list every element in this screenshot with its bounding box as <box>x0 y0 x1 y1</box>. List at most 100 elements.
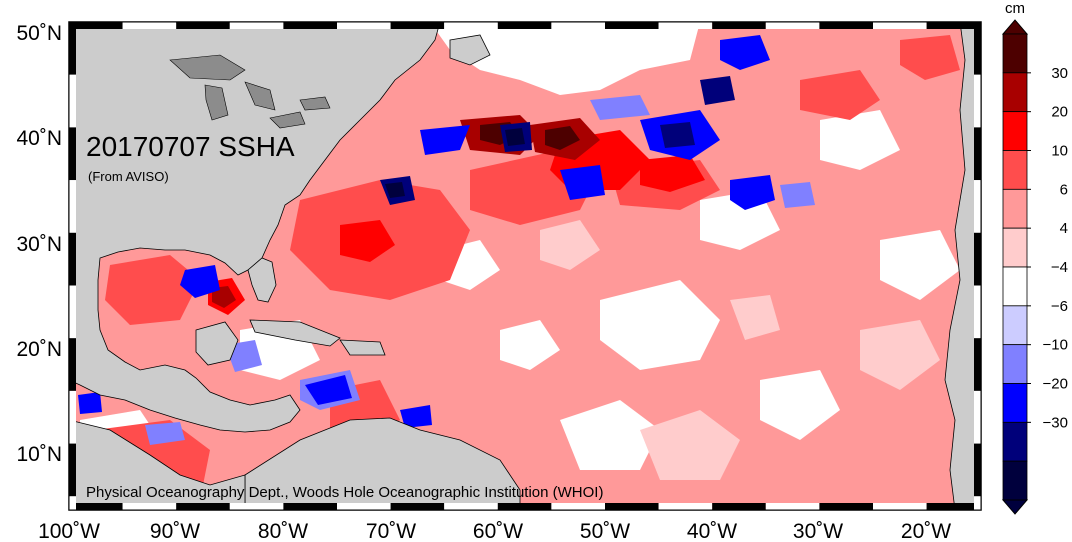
light-positive-regions <box>540 220 940 480</box>
border-segment <box>974 390 981 444</box>
colorbar-labels: 30 20 10 6 4 −4 −6 −10 −20 −30 <box>1027 65 1068 431</box>
border-segment <box>926 22 981 29</box>
border-segment <box>229 22 284 29</box>
border-segment <box>712 503 766 510</box>
border-segment <box>69 22 76 75</box>
border-segment <box>69 74 76 128</box>
colorbar-segment <box>1002 150 1028 190</box>
colorbar-label: 4 <box>1060 220 1068 237</box>
border-segment <box>974 127 981 181</box>
map-title: 20170707 SSHA <box>86 131 295 162</box>
border-segment <box>974 74 981 128</box>
map-subtitle: (From AVISO) <box>88 169 169 184</box>
border-segment <box>69 285 76 339</box>
lon-label-90: 90˚W <box>150 520 200 542</box>
border-segment <box>551 503 605 510</box>
colorbar-label: −20 <box>1043 376 1068 393</box>
latitude-labels: 50˚N 40˚N 30˚N 20˚N 10˚N <box>16 22 62 466</box>
colorbar-label: −30 <box>1043 414 1068 431</box>
colorbar-segment <box>1002 305 1028 346</box>
border-segment <box>176 503 230 510</box>
border-segment <box>658 503 713 510</box>
border-segment <box>390 503 445 510</box>
border-segment <box>283 503 337 510</box>
colorbar-top-arrow <box>1001 19 1029 35</box>
border-segment <box>926 503 981 510</box>
border-segment <box>873 22 927 29</box>
border-segment <box>229 503 284 510</box>
lon-label-30: 30˚W <box>793 520 843 542</box>
colorbar-label: 20 <box>1051 104 1068 121</box>
colorbar-label: −6 <box>1051 298 1068 315</box>
lon-label-20: 20˚W <box>901 520 951 542</box>
border-segment <box>765 503 820 510</box>
border-segment <box>69 496 76 510</box>
colorbar-label: −4 <box>1051 259 1068 276</box>
lat-label-40: 40˚N <box>16 127 62 150</box>
border-segment <box>69 390 76 444</box>
map-border-checker <box>68 21 982 511</box>
border-segment <box>69 180 76 233</box>
colorbar-label: 6 <box>1060 181 1068 198</box>
colorbar-segment <box>1002 421 1028 462</box>
colorbar-label: −10 <box>1043 337 1068 354</box>
border-segment <box>497 22 552 29</box>
extreme-negative-regions <box>385 128 525 198</box>
border-segment <box>974 443 981 497</box>
colorbar-segment <box>1002 33 1028 74</box>
border-segment <box>69 22 123 29</box>
border-segment <box>819 503 873 510</box>
longitude-labels: 100˚W 90˚W 80˚W 70˚W 60˚W 50˚W 40˚W 30˚W… <box>38 520 951 542</box>
border-segment <box>974 285 981 339</box>
border-segment <box>69 443 76 497</box>
colorbar-segment <box>1002 344 1028 384</box>
colorbar-label: 30 <box>1051 65 1068 82</box>
land-masses <box>69 22 981 510</box>
border-segment <box>551 22 605 29</box>
lon-label-60: 60˚W <box>473 520 523 542</box>
border-segment <box>122 22 177 29</box>
colorbar-segment <box>1002 460 1028 501</box>
border-segment <box>974 232 981 286</box>
colorbar-segment <box>1002 111 1028 151</box>
border-segment <box>337 22 391 29</box>
colorbar-segment <box>1002 188 1028 229</box>
border-segment <box>974 22 981 75</box>
colorbar-bottom-arrow <box>1001 499 1029 515</box>
border-segment <box>658 22 713 29</box>
colorbar-segment <box>1002 72 1028 113</box>
strong-negative-regions <box>78 35 775 428</box>
border-segment <box>605 22 659 29</box>
border-segment <box>337 503 391 510</box>
border-segment <box>974 496 981 510</box>
border-segment <box>176 22 230 29</box>
border-segment <box>283 22 337 29</box>
map-credit: Physical Oceanography Dept., Woods Hole … <box>86 484 603 501</box>
border-segment <box>69 503 123 510</box>
lon-label-50: 50˚W <box>580 520 630 542</box>
lat-label-50: 50˚N <box>16 22 62 45</box>
colorbar-label: 10 <box>1051 143 1068 160</box>
lat-label-10: 10˚N <box>16 443 62 466</box>
border-segment <box>974 338 981 391</box>
lon-label-40: 40˚W <box>687 520 737 542</box>
map-plot-area <box>69 22 981 510</box>
lon-label-100: 100˚W <box>38 520 100 542</box>
lon-label-80: 80˚W <box>258 520 308 542</box>
border-segment <box>69 127 76 181</box>
border-segment <box>605 503 659 510</box>
lon-label-70: 70˚W <box>366 520 416 542</box>
border-segment <box>819 22 873 29</box>
border-segment <box>444 503 498 510</box>
border-segment <box>765 22 820 29</box>
colorbar-segments <box>1001 19 1029 515</box>
border-segment <box>873 503 927 510</box>
colorbar: cm 30 20 10 6 4 −4 −6 −10 −20 −30 <box>1001 0 1068 515</box>
border-segment <box>69 338 76 391</box>
border-segment <box>974 180 981 233</box>
border-segment <box>122 503 177 510</box>
colorbar-unit: cm <box>1005 0 1025 17</box>
great-lakes <box>169 54 331 129</box>
colorbar-segment <box>1002 383 1028 423</box>
